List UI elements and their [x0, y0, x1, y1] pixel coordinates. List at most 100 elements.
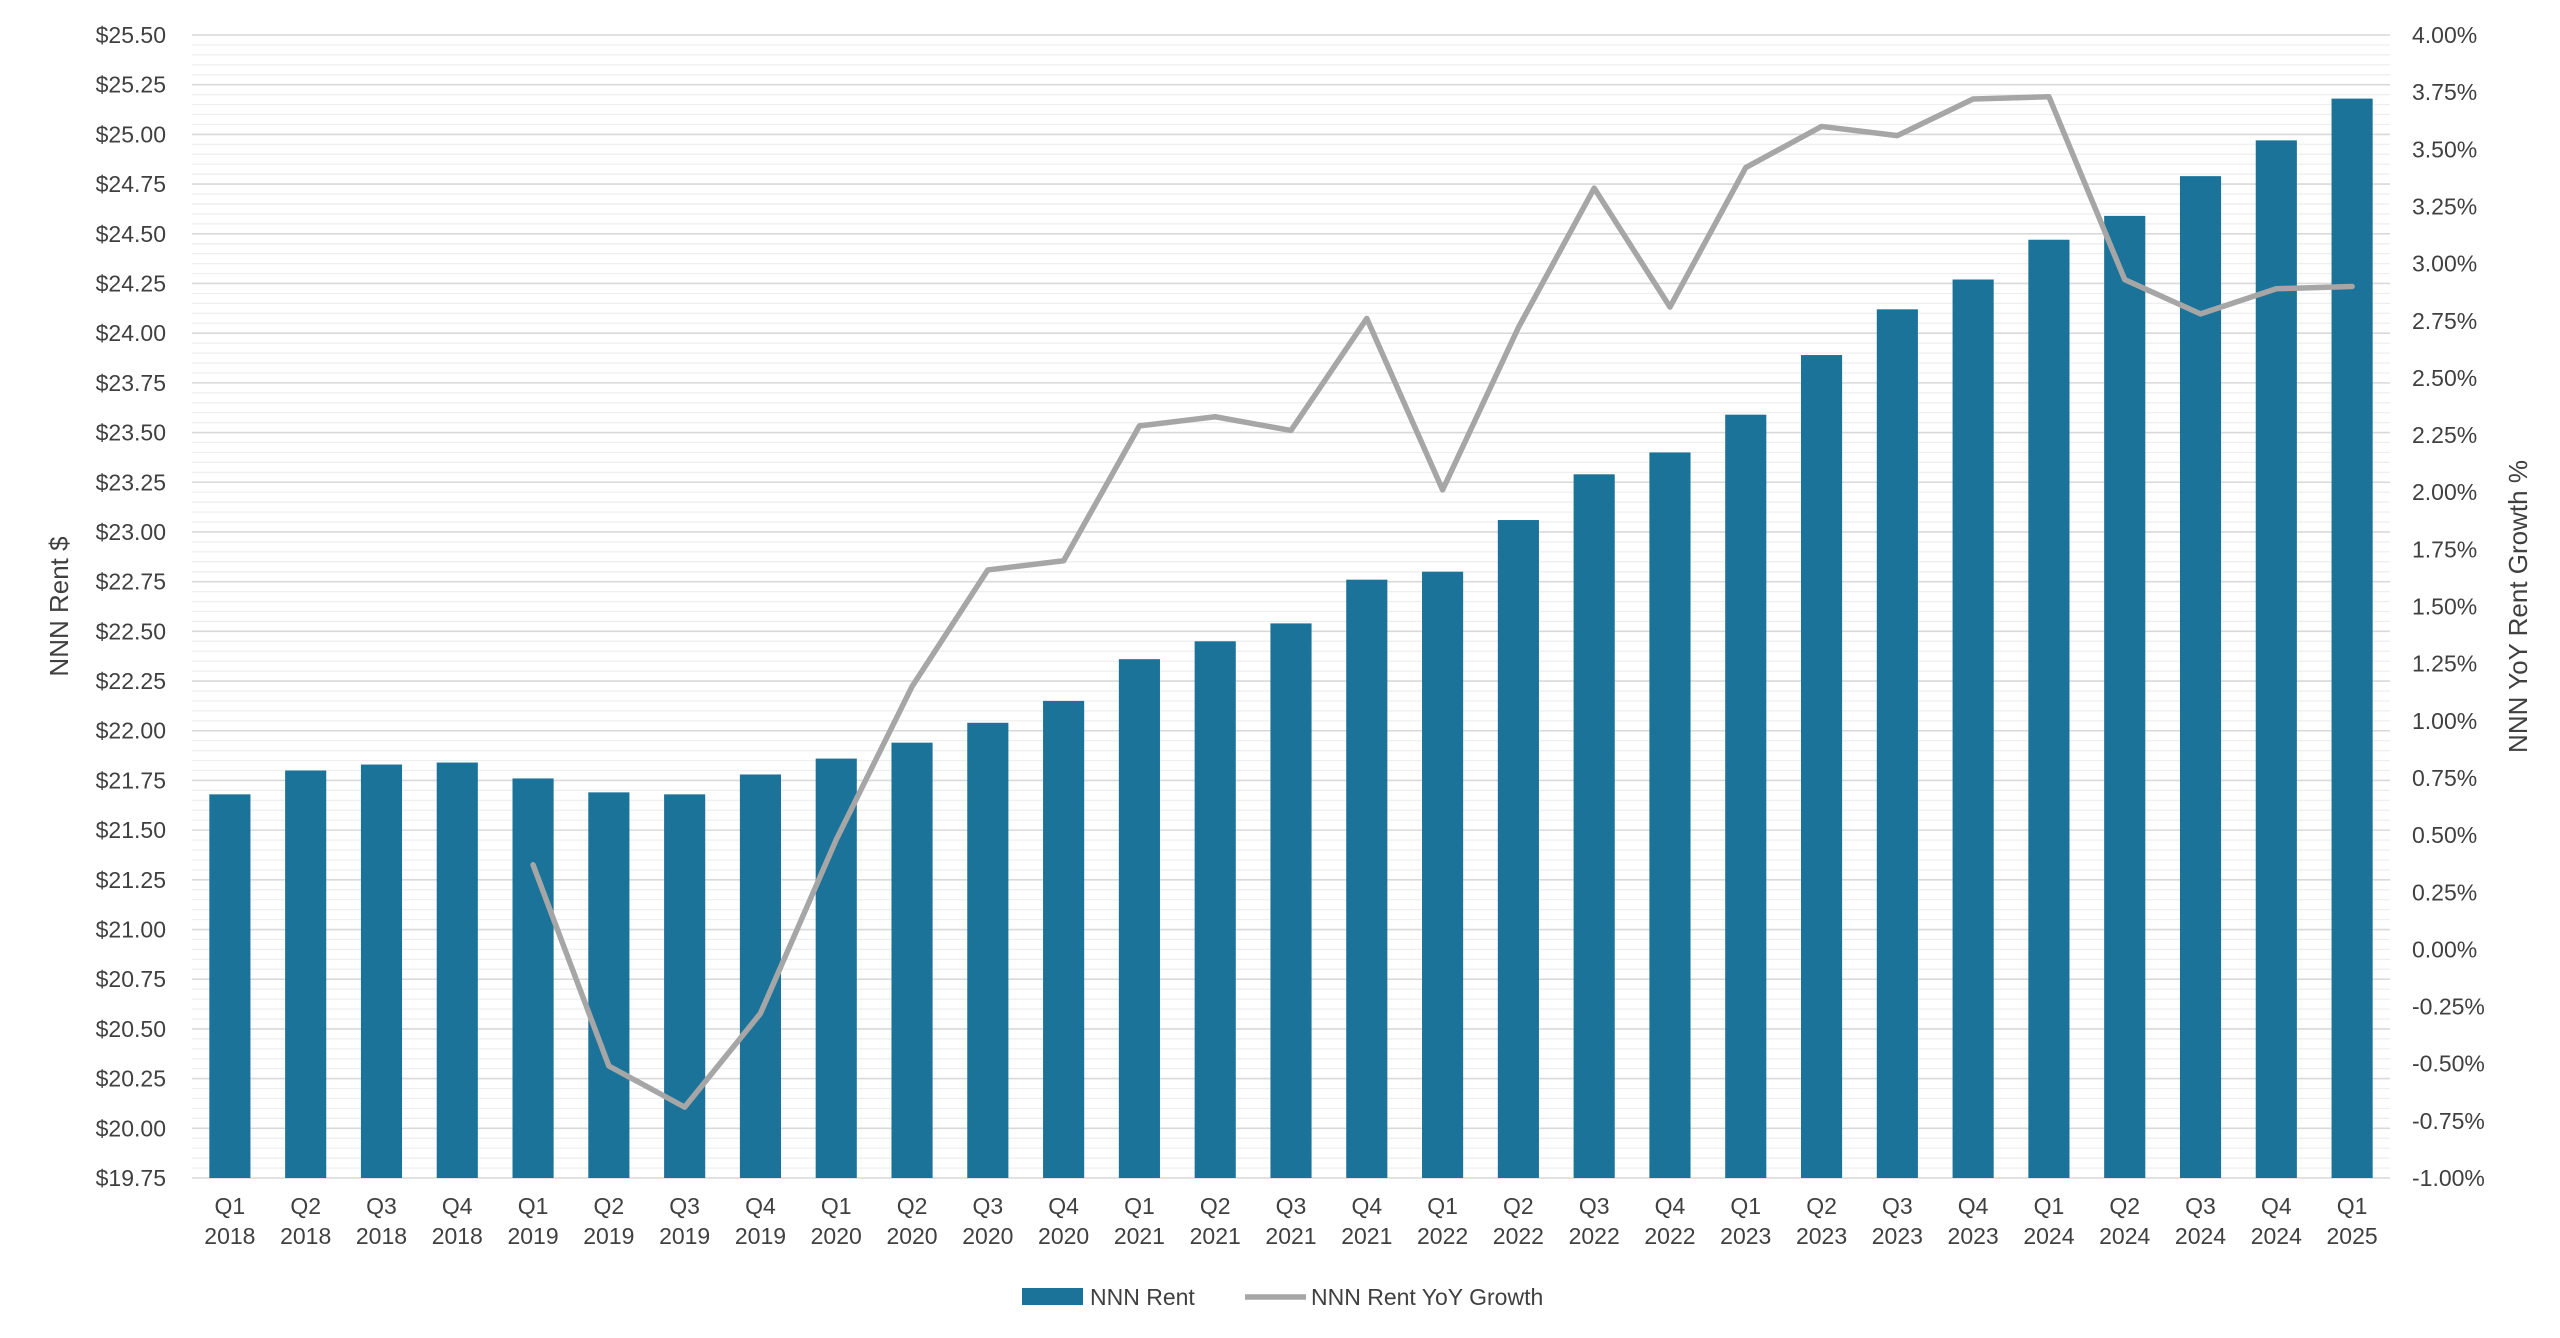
x-tick-quarter: Q1 — [2337, 1193, 2368, 1219]
x-tick-year: 2019 — [735, 1223, 786, 1249]
bar — [891, 742, 933, 1178]
right-tick-label: -0.75% — [2412, 1108, 2485, 1134]
left-tick-label: $23.75 — [96, 370, 166, 396]
x-tick-quarter: Q1 — [2034, 1193, 2065, 1219]
x-axis-ticks: Q1 2018 Q2 2018 Q3 2018 Q4 2018 Q1 2019 Q2 2019 Q3 20… — [204, 1193, 2377, 1249]
left-tick-label: $25.00 — [96, 121, 166, 147]
x-tick-quarter: Q4 — [442, 1193, 473, 1219]
left-tick-label: $25.25 — [96, 72, 166, 98]
legend: NNN Rent NNN Rent YoY Growth — [1022, 1284, 1543, 1310]
right-tick-label: 4.00% — [2412, 22, 2477, 48]
right-tick-label: 0.25% — [2412, 879, 2477, 905]
bar — [1649, 452, 1691, 1178]
x-tick-year: 2024 — [2251, 1223, 2302, 1249]
left-tick-label: $24.25 — [96, 270, 166, 296]
bar — [1118, 659, 1160, 1178]
x-tick-quarter: Q3 — [2185, 1193, 2216, 1219]
x-tick-quarter: Q2 — [290, 1193, 321, 1219]
right-tick-label: -0.50% — [2412, 1051, 2485, 1077]
left-tick-label: $24.00 — [96, 320, 166, 346]
x-tick-year: 2025 — [2327, 1223, 2378, 1249]
right-tick-label: 1.75% — [2412, 536, 2477, 562]
left-tick-label: $21.25 — [96, 867, 166, 893]
bar — [2255, 140, 2297, 1179]
x-tick-year: 2023 — [1948, 1223, 1999, 1249]
bar — [1422, 571, 1464, 1178]
left-tick-label: $24.50 — [96, 221, 166, 247]
x-tick-quarter: Q1 — [518, 1193, 549, 1219]
left-axis-title: NNN Rent $ — [44, 536, 74, 677]
x-tick-year: 2024 — [2175, 1223, 2226, 1249]
x-tick-year: 2023 — [1720, 1223, 1771, 1249]
bar — [436, 762, 478, 1178]
left-tick-label: $22.50 — [96, 618, 166, 644]
left-tick-label: $21.00 — [96, 917, 166, 943]
bar — [512, 778, 554, 1178]
x-tick-quarter: Q1 — [821, 1193, 852, 1219]
x-tick-quarter: Q2 — [1503, 1193, 1534, 1219]
x-tick-year: 2023 — [1796, 1223, 1847, 1249]
x-tick-quarter: Q2 — [1200, 1193, 1231, 1219]
x-tick-year: 2020 — [886, 1223, 937, 1249]
bar — [1952, 279, 1994, 1179]
x-tick-year: 2022 — [1644, 1223, 1695, 1249]
bar — [1800, 355, 1843, 1178]
left-tick-label: $20.50 — [96, 1016, 166, 1042]
x-tick-year: 2024 — [2099, 1223, 2150, 1249]
right-tick-label: 2.00% — [2412, 479, 2477, 505]
left-tick-label: $22.25 — [96, 668, 166, 694]
x-tick-year: 2021 — [1114, 1223, 1165, 1249]
x-tick-quarter: Q3 — [366, 1193, 397, 1219]
right-tick-label: 0.50% — [2412, 822, 2477, 848]
x-tick-year: 2021 — [1190, 1223, 1241, 1249]
bar — [1497, 520, 1539, 1178]
right-tick-label: -1.00% — [2412, 1165, 2485, 1191]
x-tick-quarter: Q3 — [972, 1193, 1003, 1219]
right-tick-label: 2.25% — [2412, 422, 2477, 448]
right-tick-label: 3.00% — [2412, 251, 2477, 277]
x-tick-year: 2023 — [1872, 1223, 1923, 1249]
left-tick-label: $21.50 — [96, 817, 166, 843]
line-series-yoy-growth — [530, 93, 2355, 1110]
x-tick-quarter: Q4 — [1655, 1193, 1686, 1219]
bar — [967, 722, 1009, 1178]
bar — [1346, 579, 1388, 1178]
x-tick-quarter: Q3 — [1882, 1193, 1913, 1219]
x-tick-year: 2018 — [204, 1223, 255, 1249]
left-tick-label: $23.00 — [96, 519, 166, 545]
right-axis-ticks: -1.00% -0.75% -0.50% -0.25% 0.00% 0.25% 0.50% 0… — [2412, 22, 2485, 1191]
bar — [1043, 700, 1085, 1178]
x-tick-quarter: Q2 — [897, 1193, 928, 1219]
bar — [2104, 215, 2146, 1178]
left-tick-label: $23.50 — [96, 420, 166, 446]
x-tick-quarter: Q2 — [594, 1193, 625, 1219]
bar — [1194, 641, 1236, 1178]
left-tick-label: $19.75 — [96, 1165, 166, 1191]
bar — [209, 794, 251, 1178]
x-tick-quarter: Q1 — [1427, 1193, 1458, 1219]
right-tick-label: 2.75% — [2412, 308, 2477, 334]
right-tick-label: 3.50% — [2412, 136, 2477, 162]
x-tick-quarter: Q3 — [1276, 1193, 1307, 1219]
right-tick-label: 0.00% — [2412, 936, 2477, 962]
left-tick-label: $21.75 — [96, 767, 166, 793]
left-axis-ticks: $19.75 $20.00 $20.25 $20.50 $20.75 $21.00 $21.… — [96, 22, 166, 1191]
bar — [815, 758, 857, 1178]
bar — [664, 794, 706, 1178]
left-tick-label: $25.50 — [96, 22, 166, 48]
x-tick-quarter: Q1 — [215, 1193, 246, 1219]
bar — [1725, 414, 1767, 1178]
left-tick-label: $20.25 — [96, 1066, 166, 1092]
x-tick-year: 2020 — [962, 1223, 1013, 1249]
bar — [1270, 623, 1312, 1178]
x-tick-year: 2019 — [659, 1223, 710, 1249]
yoy-growth-line — [530, 93, 2355, 1110]
x-tick-year: 2019 — [507, 1223, 558, 1249]
left-tick-label: $24.75 — [96, 171, 166, 197]
right-axis-title: NNN YoY Rent Growth % — [2503, 460, 2533, 753]
x-tick-quarter: Q4 — [1351, 1193, 1382, 1219]
x-tick-quarter: Q2 — [2109, 1193, 2140, 1219]
right-tick-label: 0.75% — [2412, 765, 2477, 791]
bar — [1876, 309, 1918, 1178]
